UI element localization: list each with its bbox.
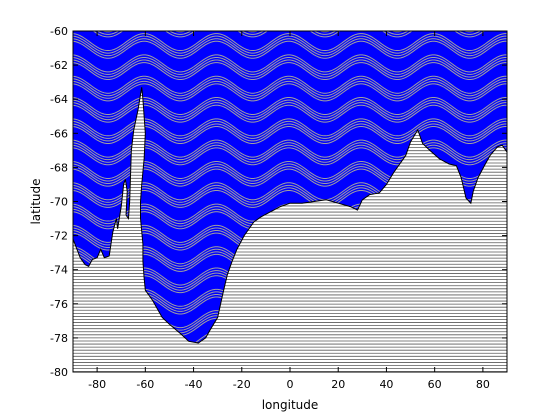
x-tick-label: 60 [428, 378, 442, 391]
x-tick-label: -40 [185, 378, 203, 391]
x-tick-label: 80 [476, 378, 490, 391]
y-tick-label: -64 [50, 93, 68, 106]
x-tick-label: -20 [233, 378, 251, 391]
y-tick-label: -60 [50, 25, 68, 38]
y-tick-label: -80 [50, 366, 68, 379]
y-axis-label: latitude [29, 178, 43, 224]
x-tick-label: 20 [331, 378, 345, 391]
x-tick-label: -80 [88, 378, 106, 391]
y-tick-label: -70 [50, 196, 68, 209]
x-tick-label: 0 [287, 378, 294, 391]
y-tick-label: -78 [50, 332, 68, 345]
y-tick-label: -68 [50, 161, 68, 174]
plot-area [73, 12, 507, 399]
wave-line-0-0 [73, 12, 507, 29]
x-tick-label: -60 [136, 378, 154, 391]
y-tick-label: -72 [50, 230, 68, 243]
y-tick-label: -74 [50, 264, 68, 277]
y-tick-label: -62 [50, 59, 68, 72]
wave-line-0-1 [73, 15, 507, 32]
x-tick-label: 40 [379, 378, 393, 391]
y-tick-label: -76 [50, 298, 68, 311]
y-tick-label: -66 [50, 127, 68, 140]
x-axis-label: longitude [262, 398, 319, 412]
